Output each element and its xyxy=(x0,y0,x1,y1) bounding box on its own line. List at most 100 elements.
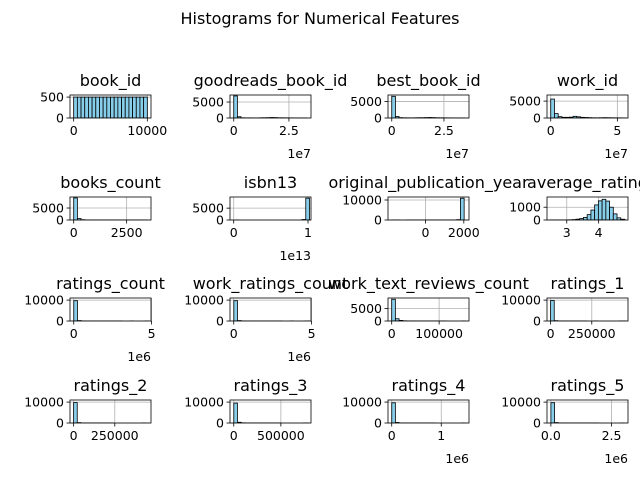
histogram-bar xyxy=(391,402,396,423)
x-tick-label: 4 xyxy=(595,225,603,240)
subplot-ratings-1: 0 250000 0 10000 ratings_1 xyxy=(501,274,629,341)
y-tick-label: 5000 xyxy=(32,201,64,216)
histogram-bar xyxy=(95,96,100,118)
y-tick-label: 0 xyxy=(533,213,541,228)
histogram-bar xyxy=(612,213,618,220)
x-offset-label: 1e13 xyxy=(279,248,311,263)
y-tick-label: 500 xyxy=(40,90,64,105)
x-tick-label: 0 xyxy=(421,225,429,240)
histogram-bar xyxy=(117,96,122,118)
histogram-bar xyxy=(106,96,111,118)
histogram-bar xyxy=(80,96,86,118)
subplot-ratings-3: 0 500000 0 10000 ratings_3 xyxy=(184,376,312,443)
histogram-bar xyxy=(102,96,108,118)
histogram-bar xyxy=(113,96,119,118)
histogram-bar xyxy=(139,96,145,118)
subplot-title: goodreads_book_id xyxy=(194,71,348,91)
x-offset-label: 1e7 xyxy=(287,146,311,161)
y-tick-label: 5000 xyxy=(192,201,224,216)
axes-frame xyxy=(387,94,470,119)
histogram-bar xyxy=(233,300,238,321)
x-tick-label: 0 xyxy=(230,326,238,341)
histogram-bar xyxy=(597,200,603,220)
axes-frame xyxy=(69,399,152,424)
histogram-bar xyxy=(91,96,97,118)
subplot-title: ratings_count xyxy=(56,274,165,294)
x-tick-label: 1 xyxy=(437,428,445,443)
axes-frame xyxy=(546,196,629,221)
y-tick-label: 0 xyxy=(216,314,224,329)
histogram-bar xyxy=(550,98,555,118)
axes-frame xyxy=(229,297,312,322)
histogram-bar xyxy=(132,96,137,118)
axes-frame xyxy=(546,399,629,424)
y-tick-label: 0 xyxy=(374,213,382,228)
histogram-bar xyxy=(305,197,310,220)
axes-frame xyxy=(387,297,470,322)
axes-frame xyxy=(69,297,152,322)
x-tick-label: 0 xyxy=(70,326,78,341)
histogram-bar xyxy=(76,218,82,220)
y-tick-label: 0 xyxy=(216,213,224,228)
x-offset-label: 1e7 xyxy=(604,146,628,161)
subplot-ratings-4: 0 1 0 10000 ratings_4 1e6 xyxy=(342,376,470,466)
x-tick-label: 0 xyxy=(70,428,78,443)
x-tick-label: 0 xyxy=(388,428,396,443)
x-tick-label: 3 xyxy=(563,225,571,240)
x-tick-label: 5 xyxy=(613,123,621,138)
histogram-bar xyxy=(605,200,610,220)
histogram-bar xyxy=(550,402,555,423)
y-tick-label: 5000 xyxy=(192,95,224,110)
axes-frame xyxy=(546,94,629,119)
x-tick-label: 250000 xyxy=(91,428,139,443)
histogram-bar xyxy=(394,318,400,321)
x-tick-label: 0 xyxy=(230,428,238,443)
x-tick-label: 0 xyxy=(230,123,238,138)
y-tick-label: 0 xyxy=(533,314,541,329)
subplot-title: ratings_3 xyxy=(234,376,308,396)
histogram-bar xyxy=(391,298,396,321)
y-tick-label: 10000 xyxy=(24,395,64,410)
y-tick-label: 0 xyxy=(533,416,541,431)
subplot-title: average_rating xyxy=(527,173,640,193)
axes-frame xyxy=(387,196,470,221)
x-tick-label: 2.5 xyxy=(279,123,299,138)
y-tick-label: 0 xyxy=(216,416,224,431)
histogram-bar xyxy=(586,214,592,220)
bars-average-rating xyxy=(549,198,626,220)
y-tick-label: 10000 xyxy=(501,395,541,410)
histogram-bar xyxy=(233,402,238,423)
histogram-bar xyxy=(110,96,115,118)
x-tick-label: 2.5 xyxy=(434,123,454,138)
axes-frame xyxy=(229,399,312,424)
y-tick-label: 0 xyxy=(56,111,64,126)
x-tick-label: 2.5 xyxy=(602,428,622,443)
x-tick-label: 2500 xyxy=(111,225,143,240)
x-tick-label: 2000 xyxy=(448,225,480,240)
histogram-bar xyxy=(609,206,614,220)
x-tick-label: 5 xyxy=(148,326,156,341)
y-tick-label: 10000 xyxy=(342,193,382,208)
histogram-bar xyxy=(395,116,400,118)
x-tick-label: 5 xyxy=(308,326,316,341)
axes-frame xyxy=(546,297,629,322)
y-tick-label: 5000 xyxy=(509,94,541,109)
axes-frame xyxy=(229,94,312,119)
histogram-bar xyxy=(590,209,596,220)
histogram-bar xyxy=(124,96,130,118)
subplot-title: work_text_reviews_count xyxy=(328,274,529,294)
y-tick-label: 10000 xyxy=(184,395,224,410)
histogram-bar xyxy=(84,96,89,118)
histogram-bar xyxy=(143,96,148,118)
x-tick-label: 1 xyxy=(304,225,312,240)
histogram-bar xyxy=(73,300,78,321)
y-tick-label: 0 xyxy=(56,416,64,431)
x-tick-label: 0.0 xyxy=(541,428,561,443)
subplot-title: book_id xyxy=(80,71,142,91)
